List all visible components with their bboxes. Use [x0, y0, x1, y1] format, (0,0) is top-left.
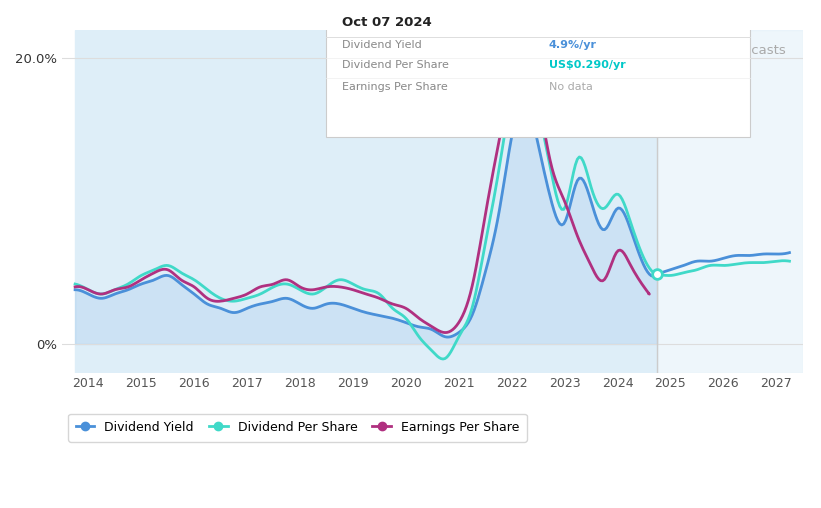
Text: Dividend Yield: Dividend Yield [342, 41, 422, 50]
Text: Dividend Per Share: Dividend Per Share [342, 60, 449, 71]
Text: Analysts Forecasts: Analysts Forecasts [663, 44, 787, 57]
Bar [657, 30, 803, 372]
Text: Earnings Per Share: Earnings Per Share [342, 82, 448, 92]
Bar [75, 30, 657, 372]
Legend: Dividend Yield, Dividend Per Share, Earnings Per Share: Dividend Yield, Dividend Per Share, Earn… [68, 414, 527, 441]
Text: Past: Past [622, 44, 654, 57]
Text: No data: No data [548, 82, 593, 92]
Text: US$0.290/yr: US$0.290/yr [548, 60, 626, 71]
Text: 4.9%/yr: 4.9%/yr [548, 41, 597, 50]
FancyBboxPatch shape [327, 16, 750, 137]
Text: Oct 07 2024: Oct 07 2024 [342, 16, 432, 28]
